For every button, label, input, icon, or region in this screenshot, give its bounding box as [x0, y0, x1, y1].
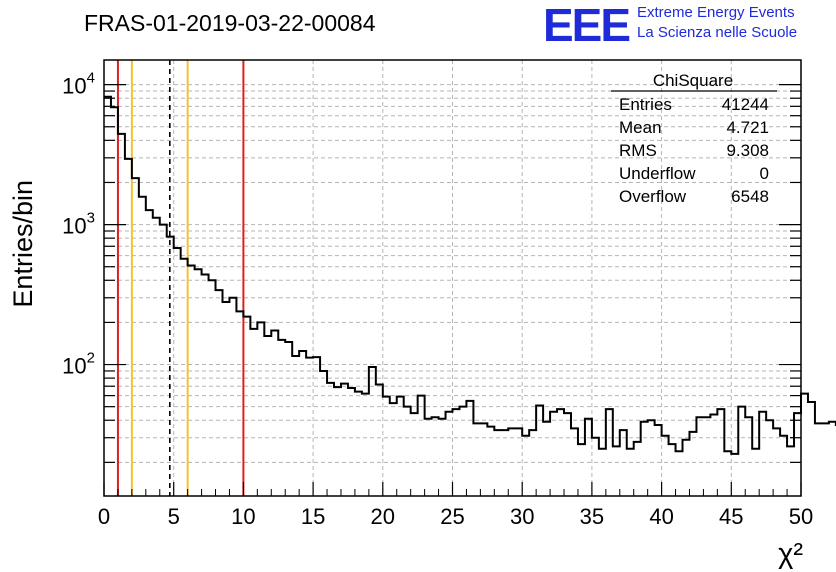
y-tick-label: 102 — [62, 350, 95, 379]
stats-value-underflow: 0 — [760, 164, 769, 183]
stats-label-mean: Mean — [619, 118, 662, 137]
stats-label-entries: Entries — [619, 95, 672, 114]
histogram-series-line — [104, 95, 836, 455]
stats-label-underflow: Underflow — [619, 164, 696, 183]
stats-value-mean: 4.721 — [726, 118, 769, 137]
stats-title: ChiSquare — [653, 71, 733, 90]
stats-box: ChiSquare Entries 41244 Mean 4.721 RMS 9… — [611, 71, 777, 206]
x-tick-label: 20 — [371, 504, 395, 529]
axis-ticks — [103, 84, 802, 496]
x-tick-label: 15 — [301, 504, 325, 529]
eee-logo: EEE — [543, 0, 631, 51]
x-tick-label: 0 — [98, 504, 110, 529]
x-tick-labels: 0 5 10 15 20 25 30 35 40 45 50 — [98, 504, 813, 529]
marker-lines — [116, 60, 245, 496]
stats-value-rms: 9.308 — [726, 141, 769, 160]
x-tick-label: 25 — [440, 504, 464, 529]
x-tick-label: 10 — [231, 504, 255, 529]
stats-label-overflow: Overflow — [619, 187, 687, 206]
y-axis-label: Entries/bin — [8, 180, 38, 308]
plot-frame — [103, 59, 802, 497]
logo-line-2: La Scienza nelle Scuole — [637, 24, 798, 41]
chart-title: FRAS-01-2019-03-22-00084 — [84, 10, 376, 36]
x-tick-label: 35 — [580, 504, 604, 529]
stats-value-overflow: 6548 — [731, 187, 769, 206]
x-tick-label: 5 — [168, 504, 180, 529]
x-tick-label: 45 — [719, 504, 743, 529]
stats-value-entries: 41244 — [722, 95, 769, 114]
logo-line-1: Extreme Energy Events — [637, 4, 795, 21]
x-axis-label: χ² — [778, 538, 803, 570]
x-tick-label: 40 — [649, 504, 673, 529]
y-tick-labels: 102 103 104 — [62, 70, 95, 379]
y-tick-label: 104 — [62, 70, 95, 99]
x-tick-label: 50 — [789, 504, 813, 529]
y-tick-label: 103 — [62, 210, 95, 239]
stats-label-rms: RMS — [619, 141, 657, 160]
x-tick-label: 30 — [510, 504, 534, 529]
